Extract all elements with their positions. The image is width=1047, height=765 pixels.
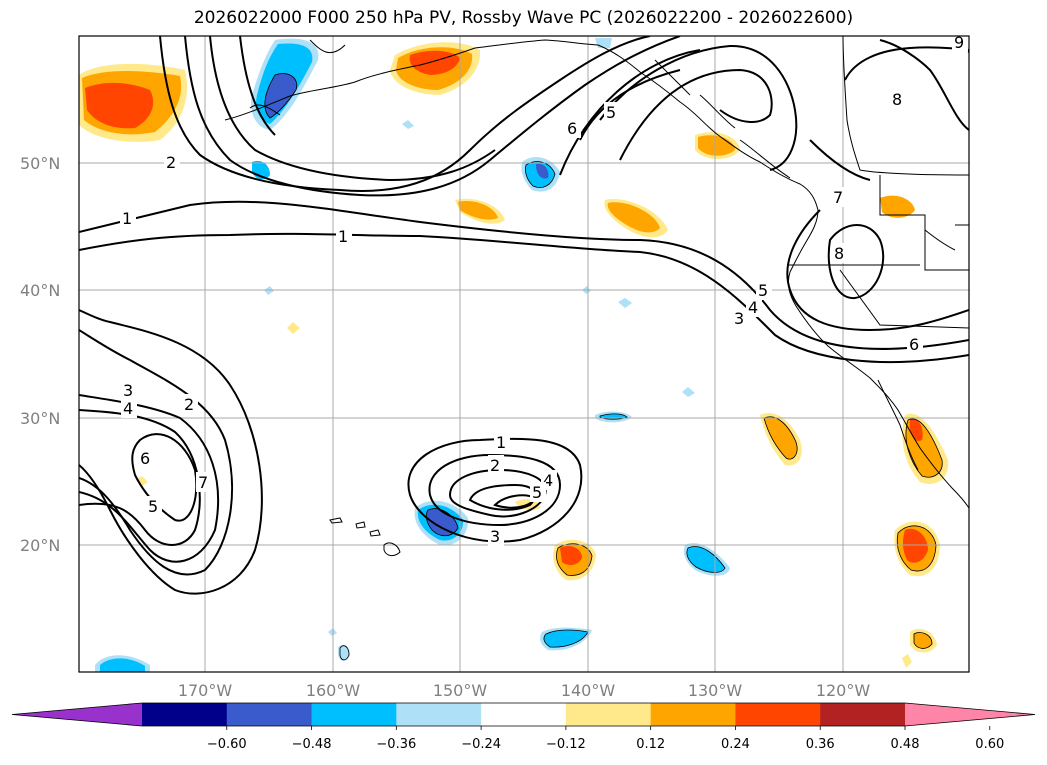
pv-anomaly-positive [136, 476, 148, 486]
contour-label: 4 [123, 399, 133, 418]
contour-label: 4 [748, 298, 758, 317]
contour-label: 5 [758, 281, 768, 300]
shading-layer [79, 38, 949, 672]
contour-label: 5 [148, 497, 158, 516]
pv-anomaly-negative [618, 298, 632, 308]
pv-anomaly-positive [902, 528, 928, 563]
colorbar-tick-label: −0.12 [546, 737, 586, 752]
lat-label-30: 30°N [20, 409, 60, 428]
colorbar-extend-max [905, 703, 1035, 726]
pv-anomaly-positive [458, 201, 498, 220]
contour-label: 1 [122, 209, 132, 228]
colorbar-segment [650, 703, 736, 726]
colorbar-tick-label: 0.24 [721, 737, 750, 752]
colorbar-segment [735, 703, 821, 726]
pv-anomaly-negative [264, 73, 297, 118]
colorbar-tick-label: −0.36 [376, 737, 416, 752]
contour-label: 6 [909, 335, 919, 354]
pv-anomaly-positive [607, 202, 660, 233]
map-frame [78, 35, 970, 673]
contour-label: 8 [892, 90, 902, 109]
latitude-labels: 50°N 40°N 30°N 20°N [20, 154, 60, 555]
graticule [79, 36, 969, 672]
contour-label: 2 [166, 153, 176, 172]
colorbar-segment [311, 703, 397, 726]
colorbar-segment [226, 703, 313, 726]
contour-label: 6 [567, 119, 577, 138]
contour-label: 1 [496, 433, 506, 452]
pv-anomaly-negative [595, 38, 612, 48]
pv-anomaly-positive [85, 82, 154, 129]
colorbar-tick-label: −0.48 [292, 737, 332, 752]
lat-label-50: 50°N [20, 154, 60, 173]
lon-label-160w: 160°W [306, 681, 361, 700]
shading-outlines [264, 73, 943, 661]
pv-anomaly-negative [338, 644, 350, 662]
contour-label: 5 [606, 103, 616, 122]
pv-anomaly-negative [536, 163, 549, 179]
contour-label: 3 [123, 381, 133, 400]
lon-label-130w: 130°W [688, 681, 743, 700]
pv-anomaly-negative [402, 120, 414, 129]
contour-label: 2 [184, 395, 194, 414]
pv-anomaly-positive [560, 546, 582, 566]
rossby-wave-contours [79, 36, 969, 595]
colorbar-segment [565, 703, 652, 726]
contour-label: 3 [734, 309, 744, 328]
colorbar-segment [142, 703, 228, 726]
contour-label: 9 [954, 33, 964, 52]
contour-label: 3 [490, 527, 500, 546]
colorbar-tick-label: 0.36 [806, 737, 835, 752]
pv-anomaly-negative [100, 658, 145, 672]
colorbar: −0.60 −0.48 −0.36 −0.24 −0.12 0.12 0.24 0.36 0.4… [11, 702, 1036, 752]
pv-anomaly-positive [902, 654, 912, 668]
contour-label: 6 [140, 449, 150, 468]
colorbar-segment [396, 703, 482, 726]
lon-label-140w: 140°W [561, 681, 616, 700]
colorbar-outline [11, 702, 1036, 727]
contour-label: 7 [833, 188, 843, 207]
contour-label: 7 [198, 473, 208, 492]
lon-label-150w: 150°W [433, 681, 488, 700]
colorbar-tick-label: 0.12 [636, 737, 665, 752]
lon-label-170w: 170°W [178, 681, 233, 700]
contour-label: 4 [543, 471, 553, 490]
map-title: 2026022000 F000 250 hPa PV, Rossby Wave … [193, 8, 854, 28]
pv-anomaly-positive [880, 195, 915, 218]
contour-label: 1 [338, 227, 348, 246]
lon-label-120w: 120°W [816, 681, 871, 700]
colorbar-tick-label: −0.24 [461, 737, 501, 752]
contour-label: 8 [834, 244, 844, 263]
contour-label-group: 1 1 1 2 2 2 3 3 3 4 4 4 5 5 5 5 6 6 6 [120, 32, 968, 546]
pv-anomaly-negative [682, 387, 695, 397]
colorbar-segment [481, 703, 567, 726]
colorbar-segment [820, 703, 906, 726]
lat-label-20: 20°N [20, 536, 60, 555]
pv-anomaly-positive [764, 416, 798, 460]
pv-anomaly-positive [287, 322, 300, 334]
pv-anomaly-positive [914, 632, 932, 649]
colorbar-tick-label: −0.60 [207, 737, 247, 752]
lat-label-40: 40°N [20, 281, 60, 300]
colorbar-tick-label: 0.48 [891, 737, 920, 752]
contour-label: 2 [490, 456, 500, 475]
pv-anomaly-negative [543, 630, 588, 648]
longitude-labels: 170°W 160°W 150°W 140°W 130°W 120°W [178, 681, 871, 700]
colorbar-extend-min [12, 703, 142, 726]
coastlines [224, 36, 969, 557]
colorbar-tick-label: 0.60 [975, 737, 1004, 752]
contour-label: 5 [532, 483, 542, 502]
